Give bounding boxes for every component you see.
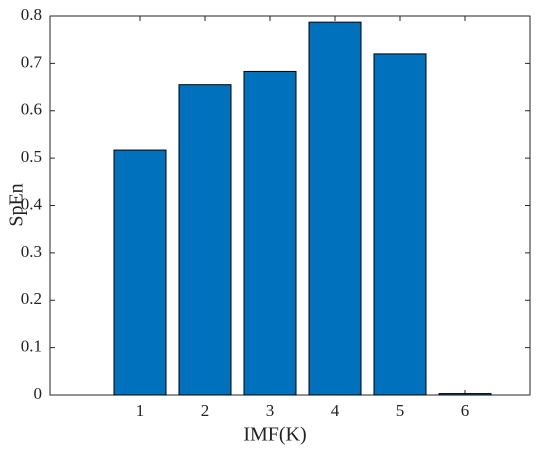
y-axis-label: SpEn — [6, 183, 28, 226]
bar — [178, 84, 232, 396]
x-axis-label: IMF(K) — [243, 424, 306, 446]
bar — [308, 21, 362, 396]
y-tick-label: 0.8 — [21, 5, 42, 24]
y-tick-label: 0.6 — [21, 100, 42, 119]
y-tick-label: 0.2 — [21, 289, 42, 308]
x-tick-label: 3 — [266, 401, 275, 420]
x-tick-label: 2 — [201, 401, 210, 420]
bar — [373, 53, 427, 396]
x-tick-label: 4 — [331, 401, 340, 420]
bar — [113, 149, 167, 396]
bar — [438, 393, 492, 396]
y-tick-label: 0 — [34, 384, 43, 403]
x-tick-label: 1 — [136, 401, 145, 420]
bar — [243, 70, 297, 396]
y-tick-label: 0.4 — [21, 194, 43, 213]
y-tick-label: 0.3 — [21, 242, 42, 261]
y-tick-label: 0.5 — [21, 147, 42, 166]
x-tick-label: 6 — [461, 401, 470, 420]
y-tick-label: 0.7 — [21, 52, 43, 71]
x-tick-label: 5 — [396, 401, 405, 420]
y-tick-label: 0.1 — [21, 337, 42, 356]
